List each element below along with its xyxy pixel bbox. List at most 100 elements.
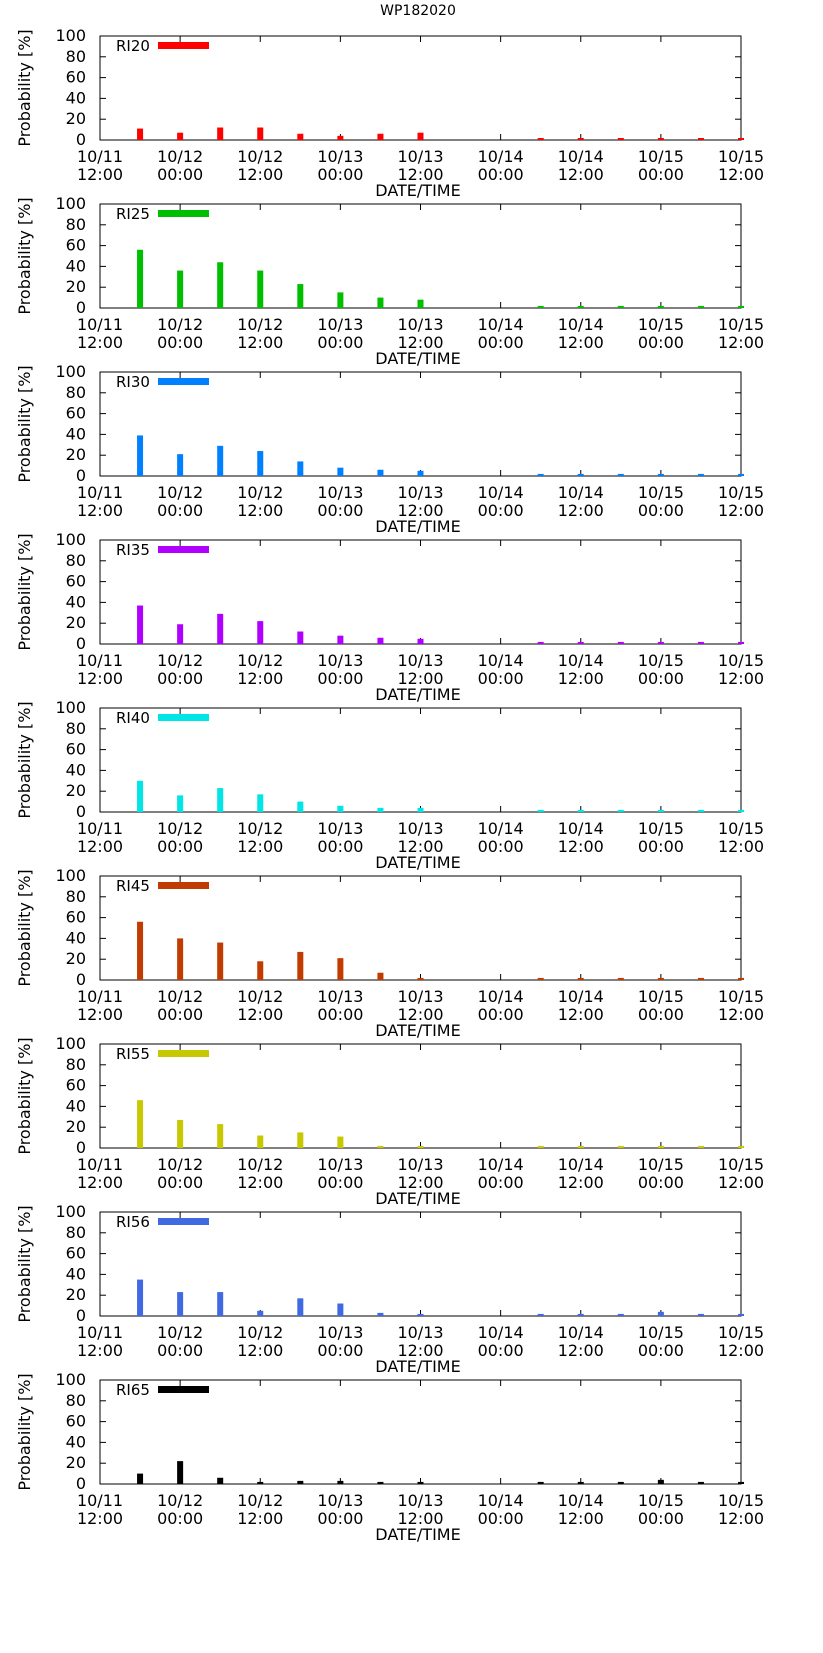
x-tick-label-time: 00:00 (478, 669, 524, 688)
y-tick-label: 60 (66, 908, 86, 927)
x-tick-label-date: 10/13 (397, 315, 443, 334)
legend-label: RI45 (116, 877, 150, 895)
legend: RI30 (116, 373, 209, 391)
x-tick-label-time: 12:00 (558, 501, 604, 520)
x-tick-label-time: 00:00 (478, 165, 524, 184)
bar-ri40-0 (137, 780, 144, 812)
y-tick-label: 40 (66, 88, 86, 107)
x-tick-label-date: 10/15 (638, 1323, 684, 1342)
bar-ri35-9 (577, 641, 584, 644)
bar-ri30-8 (537, 473, 544, 476)
x-tick-label-time: 12:00 (237, 1005, 283, 1024)
bar-ri35-4 (297, 631, 304, 644)
bar-ri25-4 (297, 284, 304, 308)
x-tick-label-time: 00:00 (638, 165, 684, 184)
x-tick-label-date: 10/12 (157, 147, 203, 166)
chart-panels: 02040608010010/1112:0010/1200:0010/1212:… (15, 26, 764, 1544)
legend: RI45 (116, 877, 209, 895)
y-tick-label: 0 (76, 1306, 86, 1325)
legend-label: RI56 (116, 1213, 150, 1231)
x-tick-label-time: 12:00 (397, 669, 443, 688)
bar-ri30-3 (257, 451, 264, 476)
x-tick-label-time: 12:00 (558, 1341, 604, 1360)
bar-ri20-6 (377, 133, 384, 140)
legend: RI55 (116, 1045, 209, 1063)
x-tick-label-time: 12:00 (397, 1173, 443, 1192)
bar-ri65-3 (257, 1481, 264, 1484)
x-tick-label-time: 12:00 (397, 1341, 443, 1360)
x-tick-label-time: 12:00 (397, 165, 443, 184)
x-tick-label-time: 00:00 (317, 501, 363, 520)
y-tick-label: 0 (76, 1138, 86, 1157)
bar-ri35-10 (617, 641, 624, 644)
x-tick-label-time: 12:00 (237, 1509, 283, 1528)
x-tick-label-time: 00:00 (157, 333, 203, 352)
bar-ri40-3 (257, 794, 264, 812)
y-tick-label: 100 (55, 26, 86, 45)
bar-ri55-12 (697, 1145, 704, 1148)
bar-ri25-13 (738, 305, 744, 308)
x-tick-label-date: 10/14 (558, 315, 604, 334)
y-tick-label: 0 (76, 298, 86, 317)
x-tick-label-date: 10/11 (77, 315, 123, 334)
x-tick-label-time: 12:00 (718, 1341, 764, 1360)
bar-ri35-11 (657, 641, 664, 644)
chart-panel-ri35: 02040608010010/1112:0010/1200:0010/1212:… (15, 530, 764, 704)
bar-ri35-8 (537, 641, 544, 644)
bar-ri56-11 (657, 1311, 664, 1316)
x-tick-label-time: 00:00 (317, 1173, 363, 1192)
bar-ri20-13 (738, 138, 744, 140)
x-tick-label-date: 10/15 (718, 1491, 764, 1510)
legend-label: RI30 (116, 373, 150, 391)
x-tick-label-time: 00:00 (478, 333, 524, 352)
x-tick-label-date: 10/13 (397, 1323, 443, 1342)
x-tick-label-time: 12:00 (718, 669, 764, 688)
x-axis-label: DATE/TIME (375, 349, 460, 368)
bar-ri40-11 (657, 809, 664, 812)
x-tick-label-time: 00:00 (638, 837, 684, 856)
x-tick-label-date: 10/12 (237, 1323, 283, 1342)
bar-ri45-11 (657, 977, 664, 980)
x-axis-label: DATE/TIME (375, 1189, 460, 1208)
x-tick-label-time: 12:00 (77, 1509, 123, 1528)
y-tick-label: 40 (66, 1096, 86, 1115)
x-tick-label-time: 00:00 (157, 1173, 203, 1192)
x-tick-label-date: 10/12 (157, 1155, 203, 1174)
y-tick-label: 80 (66, 47, 86, 66)
bar-ri30-13 (738, 473, 744, 476)
x-tick-label-time: 12:00 (237, 669, 283, 688)
bar-ri55-11 (657, 1145, 664, 1148)
bar-ri25-8 (537, 305, 544, 308)
bar-ri35-5 (337, 635, 344, 644)
x-tick-label-time: 12:00 (718, 501, 764, 520)
x-tick-label-date: 10/15 (638, 651, 684, 670)
x-tick-label-date: 10/12 (157, 483, 203, 502)
x-axis-label: DATE/TIME (375, 685, 460, 704)
plot-frame (99, 35, 742, 141)
x-tick-label-time: 00:00 (478, 1341, 524, 1360)
x-tick-label-date: 10/11 (77, 1323, 123, 1342)
bar-ri25-6 (377, 297, 384, 308)
legend-label: RI25 (116, 205, 150, 223)
bar-ri45-13 (738, 977, 744, 980)
x-tick-label-time: 12:00 (237, 837, 283, 856)
y-tick-label: 100 (55, 362, 86, 381)
x-tick-label-time: 12:00 (558, 669, 604, 688)
bar-ri55-5 (337, 1136, 344, 1148)
x-tick-label-date: 10/14 (478, 1491, 524, 1510)
y-tick-label: 20 (66, 277, 86, 296)
bar-ri35-12 (697, 641, 704, 644)
x-tick-label-time: 12:00 (397, 501, 443, 520)
y-tick-label: 100 (55, 1034, 86, 1053)
x-tick-label-time: 00:00 (478, 1173, 524, 1192)
y-tick-label: 0 (76, 1474, 86, 1493)
x-tick-label-date: 10/14 (478, 819, 524, 838)
x-tick-label-date: 10/13 (397, 1155, 443, 1174)
x-tick-label-time: 00:00 (317, 669, 363, 688)
legend-swatch (158, 42, 209, 49)
bar-ri20-9 (577, 138, 584, 140)
bar-ri30-1 (177, 454, 184, 476)
x-tick-label-time: 00:00 (157, 1341, 203, 1360)
x-tick-label-date: 10/14 (478, 1155, 524, 1174)
chart-panel-ri55: 02040608010010/1112:0010/1200:0010/1212:… (15, 1034, 764, 1208)
